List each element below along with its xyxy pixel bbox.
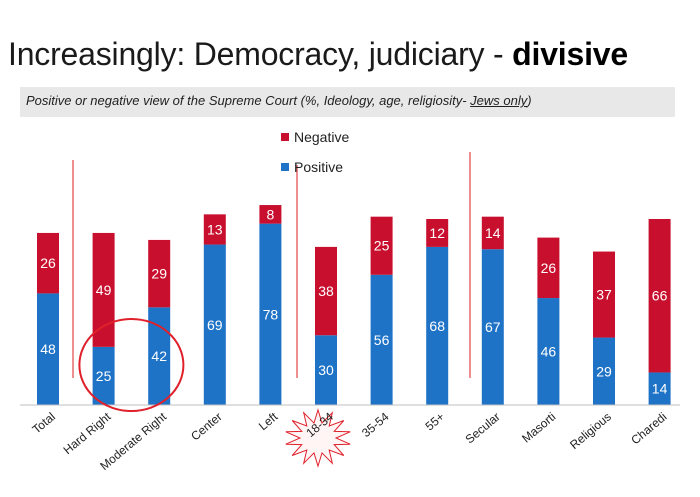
data-label-positive: 25 — [96, 368, 112, 384]
data-label-positive: 69 — [207, 317, 223, 333]
title-bold: divisive — [512, 36, 628, 72]
bar-negative-total — [37, 232, 59, 294]
data-label-positive: 56 — [374, 332, 390, 348]
page-title: Increasingly: Democracy, judiciary - div… — [8, 36, 628, 73]
data-label-positive: 67 — [485, 319, 501, 335]
bar-negative-masorti — [537, 237, 560, 299]
category-label: 55+ — [423, 410, 448, 434]
bar-positive-secular — [481, 249, 504, 405]
bar-positive-moderate-right — [148, 307, 171, 405]
bar-positive-charedi — [648, 372, 671, 405]
bar-positive-masorti — [537, 298, 560, 405]
data-label-positive: 46 — [541, 344, 557, 360]
bar-negative-18-34 — [315, 246, 337, 336]
category-label: Religious — [567, 410, 614, 452]
subtitle-underlined: Jews only — [470, 93, 528, 108]
bar-positive-hard-right — [92, 346, 115, 405]
starburst-highlight — [285, 408, 351, 468]
bar-negative-left — [259, 205, 282, 224]
data-label-negative: 14 — [485, 225, 501, 241]
category-label: Left — [256, 409, 281, 433]
bar-negative-hard-right — [92, 232, 115, 347]
category-label: 35-54 — [359, 409, 392, 440]
data-label-negative: 8 — [267, 206, 275, 222]
category-label: Masorti — [519, 410, 558, 446]
bar-positive-35-54 — [370, 274, 393, 405]
bar-positive-left — [259, 223, 282, 405]
category-label: Charedi — [628, 410, 669, 448]
subtitle-end: ) — [527, 93, 532, 108]
category-label: Center — [188, 410, 225, 444]
data-label-positive: 48 — [40, 341, 56, 357]
legend-label-negative: Negative — [294, 129, 349, 145]
subtitle-main: Positive or negative view of the Supreme… — [26, 93, 471, 108]
bar-positive-55 — [426, 246, 449, 405]
bar-positive-18-34 — [315, 335, 337, 405]
legend-swatch-positive — [281, 163, 289, 171]
data-label-negative: 12 — [429, 225, 445, 241]
data-label-negative: 37 — [596, 287, 612, 303]
bar-negative-charedi — [648, 219, 671, 373]
legend-label-positive: Positive — [294, 159, 343, 175]
bar-negative-moderate-right — [148, 239, 171, 308]
data-label-negative: 25 — [374, 238, 390, 254]
category-label: Secular — [463, 410, 503, 447]
data-label-negative: 26 — [40, 255, 56, 271]
bar-negative-center — [203, 214, 226, 245]
bar-positive-total — [37, 293, 59, 405]
data-label-positive: 14 — [652, 381, 668, 397]
bar-positive-center — [203, 244, 226, 405]
data-label-negative: 29 — [151, 266, 167, 282]
bar-negative-55 — [426, 219, 449, 247]
data-label-negative: 38 — [318, 283, 334, 299]
bar-positive-religious — [593, 337, 615, 405]
data-label-positive: 29 — [596, 363, 612, 379]
bar-negative-secular — [481, 216, 504, 250]
data-label-positive: 78 — [263, 306, 279, 322]
chart-subtitle: Positive or negative view of the Supreme… — [26, 93, 532, 108]
bar-negative-35-54 — [370, 216, 393, 275]
highlight-circle — [78, 318, 185, 412]
bar-negative-religious — [593, 251, 615, 338]
data-label-negative: 66 — [652, 288, 668, 304]
title-main: Increasingly: Democracy, judiciary - — [8, 36, 513, 72]
data-label-positive: 68 — [429, 318, 445, 334]
data-label-negative: 26 — [541, 260, 557, 276]
data-label-negative: 13 — [207, 221, 223, 237]
category-label: Total — [30, 410, 58, 437]
category-label: Hard Right — [61, 409, 114, 457]
legend-swatch-negative — [281, 133, 289, 141]
data-label-positive: 30 — [318, 362, 334, 378]
subtitle-bar: Positive or negative view of the Supreme… — [20, 87, 675, 117]
data-label-negative: 49 — [96, 282, 112, 298]
data-label-positive: 42 — [151, 348, 167, 364]
